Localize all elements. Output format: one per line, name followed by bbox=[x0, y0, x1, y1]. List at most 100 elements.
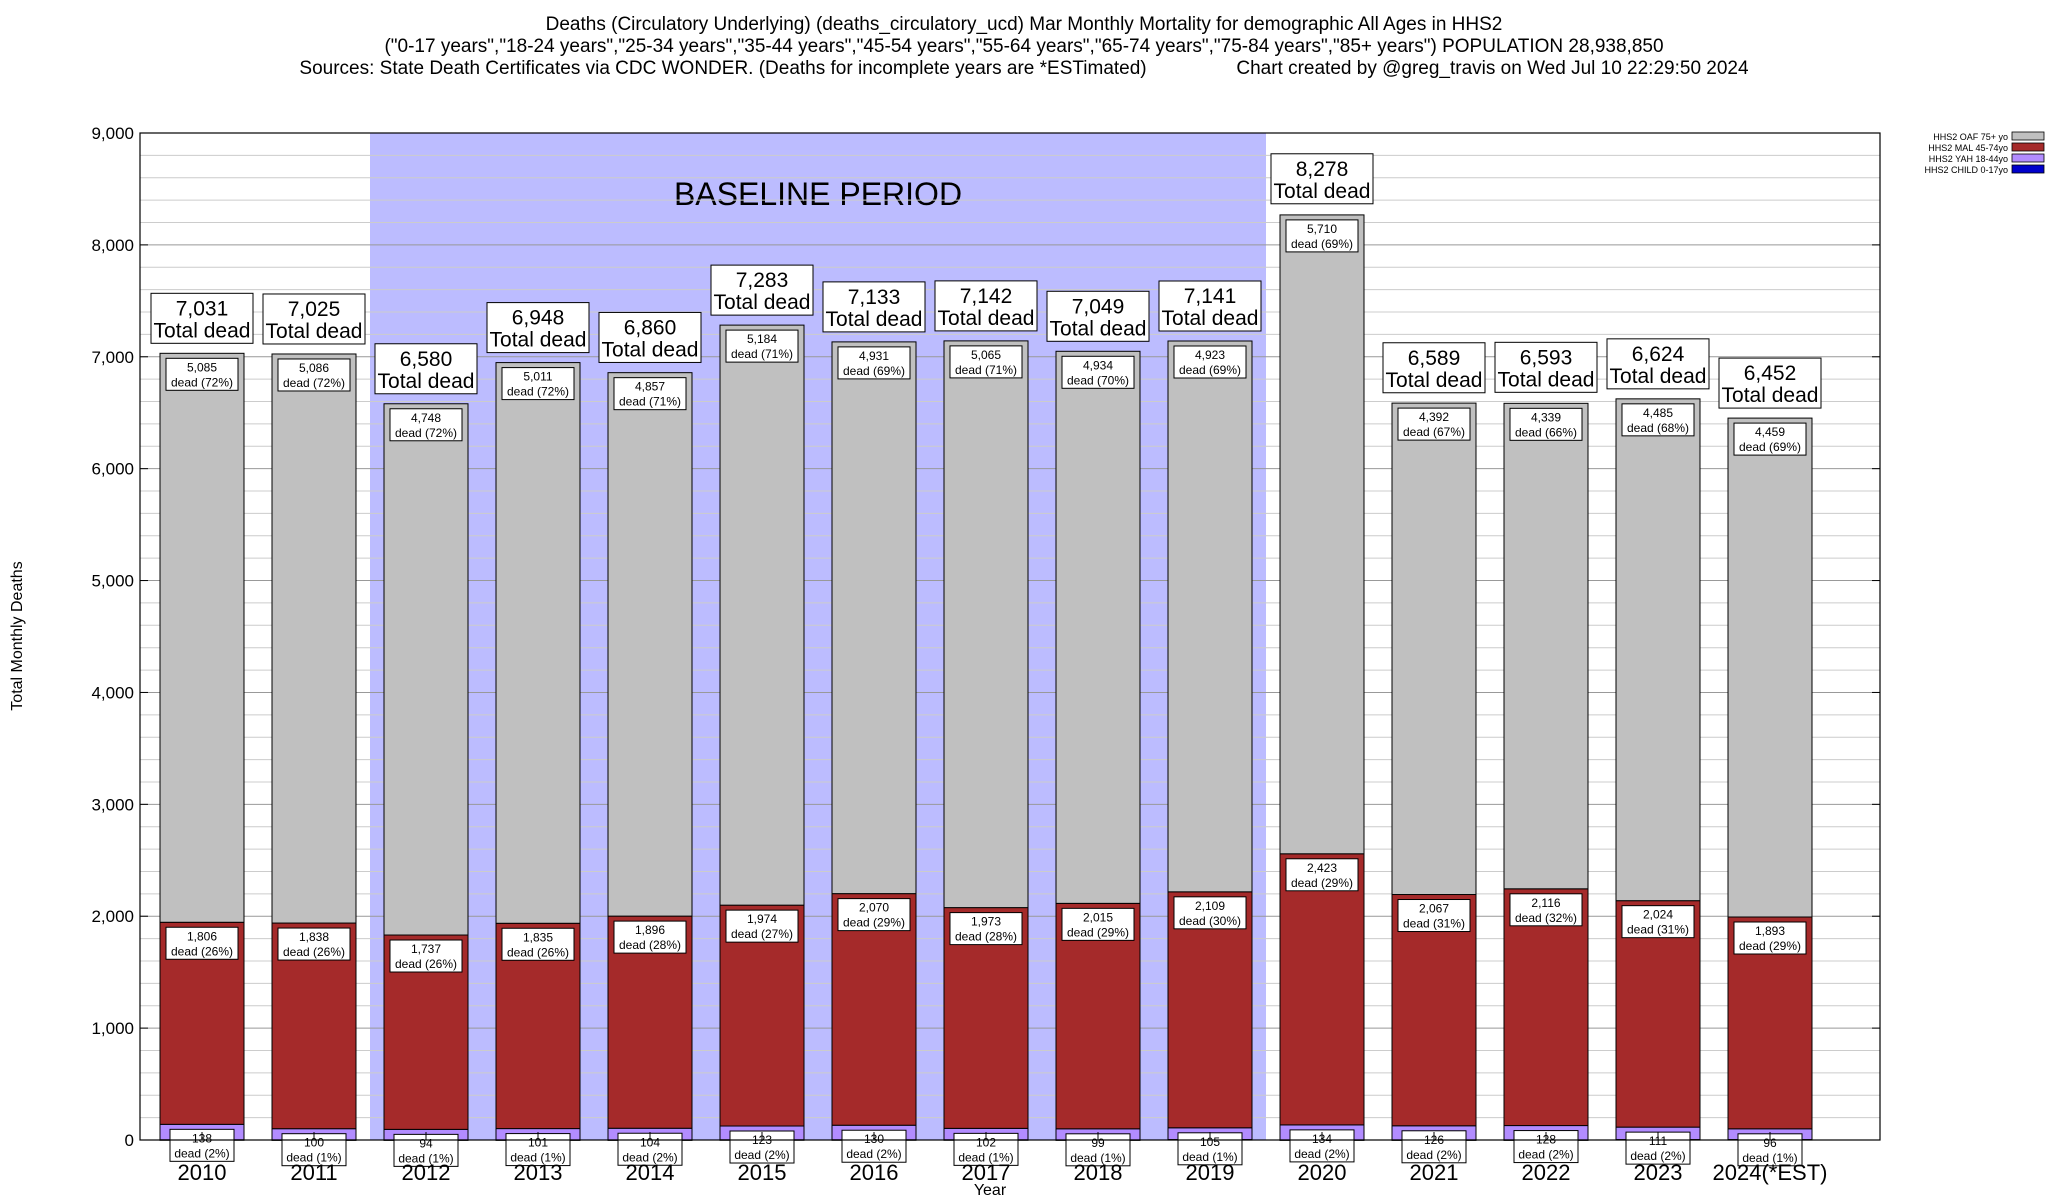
segment-pct-label: dead (26%) bbox=[395, 957, 457, 971]
total-label-box bbox=[710, 264, 814, 316]
x-tick-label: 2023 bbox=[1634, 1160, 1683, 1185]
segment-pct-label: dead (72%) bbox=[171, 375, 233, 389]
bar-segment bbox=[1167, 891, 1253, 1129]
x-tick-label: 2018 bbox=[1074, 1160, 1123, 1185]
segment-label-box bbox=[1285, 219, 1359, 253]
segment-pct-label: dead (32%) bbox=[1515, 911, 1577, 925]
total-dead-label: Total dead bbox=[602, 338, 699, 361]
segment-label-box bbox=[501, 927, 575, 961]
total-value-label: 6,860 bbox=[624, 316, 677, 339]
segment-pct-label: dead (1%) bbox=[1182, 1150, 1237, 1164]
segment-pct-label: dead (2%) bbox=[622, 1150, 677, 1164]
bar-segment bbox=[719, 324, 805, 906]
bar-segment bbox=[383, 403, 469, 936]
segment-value-label: 1,893 bbox=[1755, 924, 1785, 938]
segment-pct-label: dead (1%) bbox=[510, 1151, 565, 1165]
segment-pct-label: dead (71%) bbox=[731, 347, 793, 361]
segment-label-box bbox=[837, 346, 911, 380]
segment-pct-label: dead (69%) bbox=[1739, 440, 1801, 454]
segment-label-box bbox=[165, 357, 239, 391]
total-dead-label: Total dead bbox=[1386, 369, 1483, 392]
y-tick-label: 1,000 bbox=[91, 1019, 134, 1038]
bar-segment bbox=[607, 372, 693, 917]
segment-value-label: 4,934 bbox=[1083, 358, 1113, 372]
bar-segment bbox=[1615, 398, 1701, 902]
segment-label-box bbox=[277, 927, 351, 961]
total-value-label: 7,141 bbox=[1184, 285, 1237, 308]
total-dead-label: Total dead bbox=[378, 370, 475, 393]
segment-label-box bbox=[613, 377, 687, 411]
legend-item: HHS2 OAF 75+ yo bbox=[1933, 131, 2045, 142]
bar-segment bbox=[1727, 417, 1813, 918]
total-dead-label: Total dead bbox=[490, 329, 587, 352]
segment-value-label: 105 bbox=[1200, 1135, 1220, 1149]
bar-segment bbox=[1391, 894, 1477, 1127]
y-tick-label: 3,000 bbox=[91, 795, 134, 814]
segment-label-box bbox=[1621, 403, 1695, 437]
y-tick-label: 9,000 bbox=[91, 124, 134, 143]
segment-pct-label: dead (2%) bbox=[734, 1148, 789, 1162]
segment-value-label: 4,485 bbox=[1643, 406, 1673, 420]
segment-value-label: 4,392 bbox=[1419, 410, 1449, 424]
segment-value-label: 1,974 bbox=[747, 912, 777, 926]
title-line-3: Sources: State Death Certificates via CD… bbox=[299, 58, 1749, 79]
bar-segment bbox=[159, 352, 245, 923]
legend-label: HHS2 OAF 75+ yo bbox=[1933, 132, 2008, 142]
segment-pct-label: dead (28%) bbox=[619, 938, 681, 952]
segment-label-box bbox=[1733, 921, 1807, 955]
segment-pct-label: dead (26%) bbox=[283, 945, 345, 959]
baseline-period-label: BASELINE PERIOD bbox=[674, 176, 962, 212]
total-label-box bbox=[1382, 342, 1486, 394]
segment-label-box bbox=[1285, 858, 1359, 892]
segment-pct-label: dead (67%) bbox=[1403, 425, 1465, 439]
segment-value-label: 2,116 bbox=[1531, 896, 1560, 910]
segment-value-label: 4,459 bbox=[1755, 425, 1785, 439]
segment-pct-label: dead (69%) bbox=[1179, 363, 1241, 377]
y-tick-label: 4,000 bbox=[91, 683, 134, 702]
chart-title: Deaths (Circulatory Underlying) (deaths_… bbox=[0, 14, 2048, 80]
segment-pct-label: dead (1%) bbox=[958, 1150, 1013, 1164]
segment-label-box bbox=[1509, 407, 1583, 441]
total-value-label: 6,452 bbox=[1744, 362, 1797, 385]
bar-segment bbox=[1503, 402, 1589, 890]
segment-value-label: 96 bbox=[1763, 1136, 1777, 1150]
segment-label-box bbox=[1061, 355, 1135, 389]
y-axis-label: Total Monthly Deaths bbox=[9, 561, 26, 710]
segment-value-label: 2,070 bbox=[859, 901, 889, 915]
bar-segment bbox=[271, 353, 357, 924]
bar-segment bbox=[495, 362, 581, 924]
segment-pct-label: dead (70%) bbox=[1067, 373, 1129, 387]
segment-value-label: 1,973 bbox=[971, 915, 1001, 929]
bar-segment bbox=[1055, 350, 1141, 904]
total-value-label: 8,278 bbox=[1296, 158, 1349, 181]
x-tick-label: 2010 bbox=[178, 1160, 227, 1185]
legend-swatch bbox=[2011, 131, 2045, 141]
segment-value-label: 5,710 bbox=[1307, 222, 1337, 236]
segment-pct-label: dead (2%) bbox=[1406, 1148, 1461, 1162]
legend-item: HHS2 MAL 45-74yo bbox=[1928, 142, 2045, 153]
x-tick-label: 2019 bbox=[1186, 1160, 1235, 1185]
segment-value-label: 4,923 bbox=[1195, 348, 1225, 362]
segment-label-box bbox=[389, 939, 463, 973]
total-label-box bbox=[262, 293, 366, 345]
x-tick-label: 2024(*EST) bbox=[1713, 1160, 1828, 1185]
segment-pct-label: dead (68%) bbox=[1627, 421, 1689, 435]
segment-pct-label: dead (2%) bbox=[1294, 1147, 1349, 1161]
bar-segment bbox=[1503, 888, 1589, 1127]
total-label-box bbox=[150, 292, 254, 344]
segment-pct-label: dead (31%) bbox=[1403, 917, 1465, 931]
total-dead-label: Total dead bbox=[938, 307, 1035, 330]
segment-label-box bbox=[725, 909, 799, 943]
segment-value-label: 5,065 bbox=[971, 348, 1001, 362]
legend-label: HHS2 CHILD 0-17yo bbox=[1924, 165, 2008, 175]
segment-value-label: 2,015 bbox=[1083, 910, 1113, 924]
segment-value-label: 2,067 bbox=[1419, 902, 1449, 916]
segment-pct-label: dead (28%) bbox=[955, 930, 1017, 944]
segment-label-box bbox=[501, 367, 575, 401]
segment-pct-label: dead (29%) bbox=[843, 916, 905, 930]
